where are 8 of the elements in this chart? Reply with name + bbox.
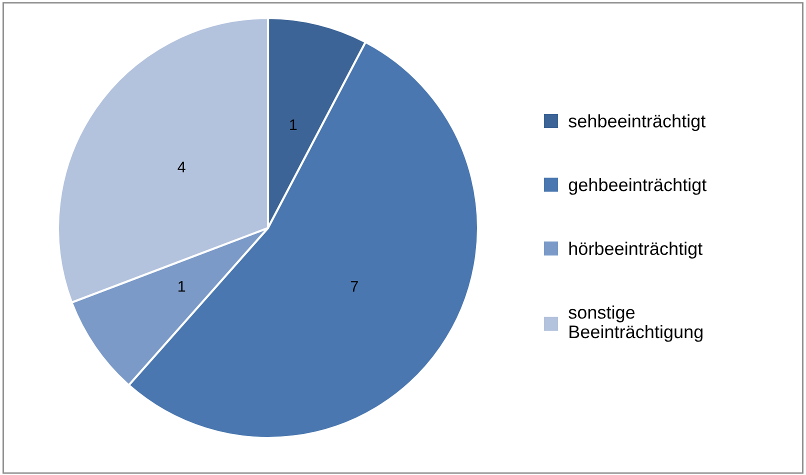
data-label: 4	[178, 162, 186, 172]
data-label: 7	[350, 281, 358, 292]
legend-label: hörbeeinträchtigt	[569, 242, 702, 259]
legend-label: sonstige Beeinträchtigung	[568, 306, 702, 342]
data-label: 1	[290, 119, 297, 130]
data-label: 1	[178, 281, 186, 292]
legend-label: sehbeeinträchtigt	[568, 114, 706, 132]
legend-label: gehbeeinträchtigt	[568, 178, 707, 195]
